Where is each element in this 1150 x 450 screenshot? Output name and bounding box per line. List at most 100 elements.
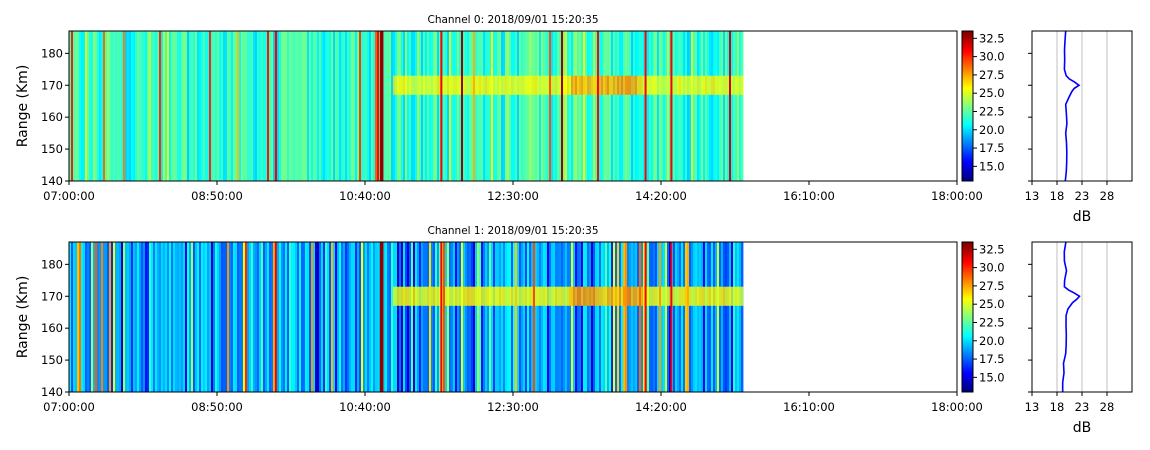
heatmap-column bbox=[189, 31, 192, 181]
heatmap-column bbox=[159, 242, 162, 392]
heatmap-column bbox=[733, 31, 736, 181]
heatmap-column bbox=[113, 242, 116, 392]
heatmap-column bbox=[257, 31, 260, 181]
layer-cell bbox=[395, 75, 398, 95]
heatmap-column bbox=[339, 31, 342, 181]
heatmap-column bbox=[689, 31, 692, 181]
colorbar-segment bbox=[962, 111, 973, 114]
heatmap-column bbox=[251, 242, 254, 392]
colorbar-segment bbox=[962, 41, 973, 44]
heatmap-column bbox=[529, 242, 532, 392]
x-tick-label: 18:00:00 bbox=[931, 400, 983, 414]
heatmap-column bbox=[633, 242, 636, 392]
heatmap-column bbox=[149, 31, 152, 181]
heatmap-column bbox=[595, 242, 598, 392]
colorbar-segment bbox=[962, 282, 973, 285]
layer-cell bbox=[487, 75, 490, 95]
x-tick-label: 07:00:00 bbox=[43, 189, 95, 203]
colorbar-tick-label: 17.5 bbox=[979, 352, 1005, 366]
layer-cell bbox=[711, 75, 714, 95]
layer-cell bbox=[729, 75, 732, 95]
colorbar-segment bbox=[962, 133, 973, 136]
heatmap-column bbox=[305, 242, 308, 392]
layer-cell bbox=[413, 286, 416, 306]
layer-cell bbox=[567, 75, 570, 95]
layer-cell bbox=[453, 75, 456, 95]
heatmap-column bbox=[223, 242, 226, 392]
layer-cell bbox=[679, 286, 682, 306]
colorbar-segment bbox=[962, 308, 973, 311]
heatmap-column bbox=[341, 242, 344, 392]
layer-cell bbox=[449, 75, 452, 95]
layer-cell bbox=[477, 286, 480, 306]
heatmap-column bbox=[725, 31, 728, 181]
heatmap-column bbox=[729, 242, 732, 392]
heatmap-column bbox=[433, 242, 436, 392]
x-tick-label: 12:30:00 bbox=[487, 400, 539, 414]
heatmap-column bbox=[227, 31, 230, 181]
heatmap-column bbox=[541, 242, 544, 392]
colorbar-segment bbox=[962, 137, 973, 140]
heatmap-column bbox=[543, 242, 546, 392]
colorbar-segment bbox=[962, 272, 973, 275]
heatmap-column bbox=[561, 242, 564, 392]
layer-cell bbox=[419, 286, 422, 306]
layer-cell bbox=[691, 75, 694, 95]
heatmap-column bbox=[621, 31, 624, 181]
heatmap-column bbox=[201, 242, 204, 392]
heatmap-column bbox=[693, 242, 696, 392]
heatmap-column bbox=[495, 242, 498, 392]
heatmap-column bbox=[677, 31, 680, 181]
heatmap-column bbox=[617, 242, 620, 392]
heatmap-column bbox=[321, 31, 324, 181]
heatmap-column bbox=[117, 242, 120, 392]
layer-cell bbox=[649, 75, 652, 95]
heatmap-column bbox=[639, 242, 642, 392]
y-tick-label: 180 bbox=[41, 46, 63, 60]
layer-cell bbox=[507, 75, 510, 95]
profile-panel: 13 18 23 28 dB bbox=[1025, 30, 1133, 225]
colorbar-tick-label: 30.0 bbox=[979, 261, 1005, 275]
heatmap-column bbox=[509, 31, 512, 181]
layer-cell bbox=[693, 286, 696, 306]
heatmap-column bbox=[521, 242, 524, 392]
heatmap-column bbox=[709, 31, 712, 181]
heatmap-column bbox=[727, 31, 730, 181]
colorbar-segment bbox=[962, 105, 973, 108]
heatmap-column bbox=[251, 31, 254, 181]
heatmap-column bbox=[523, 31, 526, 181]
colorbar-tick-label: 15.0 bbox=[979, 370, 1005, 384]
heatmap-column bbox=[139, 242, 142, 392]
layer-cell bbox=[603, 75, 606, 95]
profile-line bbox=[1063, 30, 1081, 182]
heatmap-column bbox=[515, 31, 518, 181]
heatmap-column bbox=[483, 242, 486, 392]
heatmap-column bbox=[321, 242, 324, 392]
heatmap-column bbox=[97, 242, 100, 392]
heatmap-column bbox=[73, 31, 76, 181]
layer-cell bbox=[709, 286, 712, 306]
heatmap-column bbox=[463, 242, 466, 392]
heatmap-column bbox=[163, 31, 166, 181]
layer-cell bbox=[429, 286, 432, 306]
heatmap-column bbox=[429, 242, 432, 392]
heatmap-column bbox=[199, 31, 202, 181]
layer-cell bbox=[493, 75, 496, 95]
colorbar-segment bbox=[962, 171, 973, 174]
heatmap-column bbox=[181, 242, 184, 392]
layer-cell bbox=[527, 75, 530, 95]
heatmap-column bbox=[417, 242, 420, 392]
colorbar-segment bbox=[962, 129, 973, 132]
layer-cell bbox=[589, 286, 592, 306]
channel-panel-0: Channel 0: 2018/09/01 15:20:35 140 150 160 1… bbox=[15, 14, 1133, 225]
heatmap-column bbox=[161, 242, 164, 392]
heatmap-column bbox=[315, 242, 318, 392]
layer-cell bbox=[683, 286, 686, 306]
heatmap-column bbox=[139, 31, 142, 181]
heatmap-column bbox=[549, 242, 552, 392]
layer-cell bbox=[627, 286, 630, 306]
heatmap-column bbox=[333, 31, 336, 181]
heatmap-column bbox=[451, 31, 454, 181]
layer-cell bbox=[663, 75, 666, 95]
heatmap-column bbox=[585, 31, 588, 181]
